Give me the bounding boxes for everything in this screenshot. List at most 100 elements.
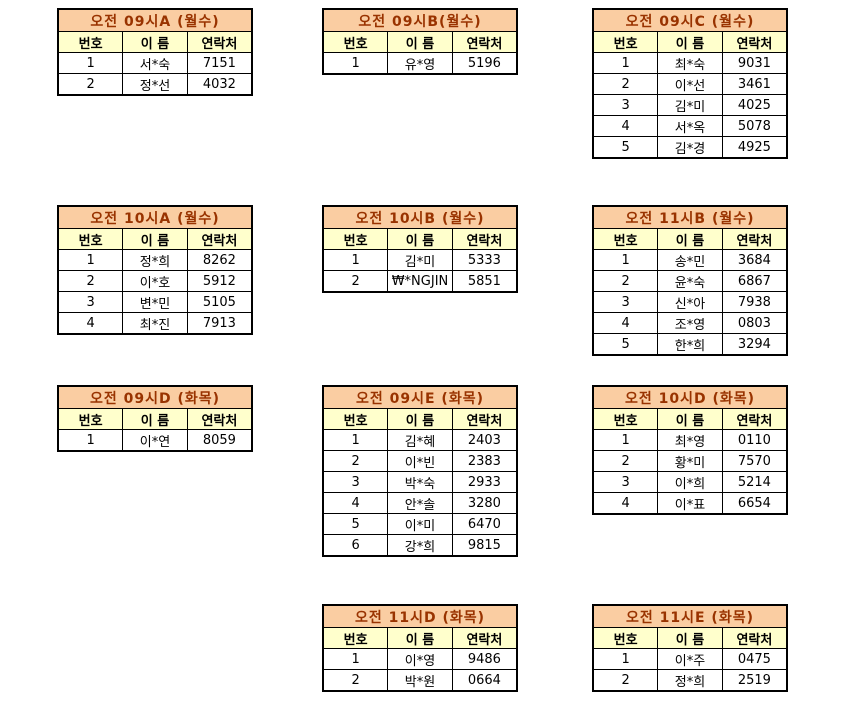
col-header-name: 이 름 [122, 31, 188, 53]
table-title: 오전 09시D (화목) [57, 385, 253, 409]
cell-contact: 2383 [451, 450, 518, 472]
col-header-number: 번호 [592, 31, 659, 53]
col-header-number: 번호 [57, 408, 124, 430]
col-header-name: 이 름 [657, 228, 723, 250]
col-header-number: 번호 [322, 408, 389, 430]
col-header-name: 이 름 [657, 408, 723, 430]
table-row: 5 한*희 3294 [592, 333, 788, 356]
cell-number: 1 [322, 429, 389, 451]
cell-name: 이*주 [657, 648, 723, 670]
col-header-number: 번호 [592, 408, 659, 430]
cell-number: 2 [592, 73, 659, 95]
class-schedule-table: 오전 09시D (화목) 번호 이 름 연락처 1 이*연 8059 [57, 385, 253, 452]
cell-contact: 7570 [721, 450, 788, 472]
table-title: 오전 09시E (화목) [322, 385, 518, 409]
table-title: 오전 11시D (화목) [322, 604, 518, 628]
class-schedule-table: 오전 09시A (월수) 번호 이 름 연락처 1 서*숙 7151 2 정*선 4032 [57, 8, 253, 96]
cell-contact: 5105 [186, 291, 253, 313]
table-row: 5 김*경 4925 [592, 136, 788, 159]
col-header-number: 번호 [322, 31, 389, 53]
cell-contact: 5851 [451, 270, 518, 293]
table-row: 4 이*표 6654 [592, 492, 788, 515]
class-table-container: 오전 09시D (화목) 번호 이 름 연락처 1 이*연 8059 [57, 385, 253, 452]
cell-name: 이*미 [387, 513, 453, 535]
table-row: 4 서*옥 5078 [592, 115, 788, 137]
cell-number: 1 [592, 648, 659, 670]
cell-name: 강*희 [387, 534, 453, 557]
cell-contact: 9486 [451, 648, 518, 670]
cell-number: 4 [322, 492, 389, 514]
class-table-container: 오전 11시D (화목) 번호 이 름 연락처 1 이*영 9486 2 박*원 0664 [322, 604, 518, 692]
cell-contact: 4925 [721, 136, 788, 159]
cell-name: 송*민 [657, 249, 723, 271]
table-row: 4 안*솔 3280 [322, 492, 518, 514]
cell-name: 정*선 [122, 73, 188, 96]
cell-number: 4 [592, 115, 659, 137]
class-table-container: 오전 09시A (월수) 번호 이 름 연락처 1 서*숙 7151 2 정*선 4032 [57, 8, 253, 96]
col-header-name: 이 름 [122, 228, 188, 250]
table-title: 오전 10시A (월수) [57, 205, 253, 229]
cell-name: 이*호 [122, 270, 188, 292]
cell-name: 이*빈 [387, 450, 453, 472]
cell-number: 2 [592, 669, 659, 692]
table-title: 오전 09시A (월수) [57, 8, 253, 32]
table-row: 3 김*미 4025 [592, 94, 788, 116]
cell-name: 황*미 [657, 450, 723, 472]
cell-name: 유*영 [387, 52, 453, 75]
cell-number: 3 [57, 291, 124, 313]
cell-number: 6 [322, 534, 389, 557]
class-schedule-table: 오전 10시D (화목) 번호 이 름 연락처 1 최*영 0110 2 황*미 7570 3 이*희… [592, 385, 788, 515]
cell-name: 정*희 [657, 669, 723, 692]
col-header-contact: 연락처 [186, 31, 253, 53]
cell-name: 정*희 [122, 249, 188, 271]
table-row: 4 조*영 0803 [592, 312, 788, 334]
table-row: 1 김*혜 2403 [322, 429, 518, 451]
cell-number: 2 [592, 450, 659, 472]
table-row: 2 이*빈 2383 [322, 450, 518, 472]
col-header-contact: 연락처 [186, 408, 253, 430]
class-table-container: 오전 11시E (화목) 번호 이 름 연락처 1 이*주 0475 2 정*희 2519 [592, 604, 788, 692]
class-table-container: 오전 10시A (월수) 번호 이 름 연락처 1 정*희 8262 2 이*호 5912 3 변*민… [57, 205, 253, 335]
col-header-contact: 연락처 [451, 627, 518, 649]
cell-number: 4 [592, 492, 659, 515]
table-row: 1 정*희 8262 [57, 249, 253, 271]
cell-contact: 8262 [186, 249, 253, 271]
cell-number: 1 [322, 648, 389, 670]
cell-contact: 6867 [721, 270, 788, 292]
table-row: 1 이*영 9486 [322, 648, 518, 670]
cell-contact: 5333 [451, 249, 518, 271]
cell-name: 최*숙 [657, 52, 723, 74]
cell-name: 서*옥 [657, 115, 723, 137]
col-header-name: 이 름 [387, 408, 453, 430]
table-row: 1 최*숙 9031 [592, 52, 788, 74]
col-header-number: 번호 [57, 31, 124, 53]
cell-contact: 4032 [186, 73, 253, 96]
class-table-container: 오전 09시B(월수) 번호 이 름 연락처 1 유*영 5196 [322, 8, 518, 75]
col-header-number: 번호 [592, 228, 659, 250]
col-header-contact: 연락처 [451, 408, 518, 430]
cell-contact: 4025 [721, 94, 788, 116]
col-header-contact: 연락처 [186, 228, 253, 250]
class-schedule-table: 오전 09시C (월수) 번호 이 름 연락처 1 최*숙 9031 2 이*선 3461 3 김*미… [592, 8, 788, 159]
col-header-name: 이 름 [387, 31, 453, 53]
cell-number: 2 [592, 270, 659, 292]
col-header-number: 번호 [322, 627, 389, 649]
table-row: 1 유*영 5196 [322, 52, 518, 75]
class-schedule-table: 오전 10시B (월수) 번호 이 름 연락처 1 김*미 5333 2 ₩*NGJIN 5851 [322, 205, 518, 293]
cell-name: ₩*NGJIN [387, 270, 453, 293]
cell-name: 조*영 [657, 312, 723, 334]
class-schedule-table: 오전 11시D (화목) 번호 이 름 연락처 1 이*영 9486 2 박*원 0664 [322, 604, 518, 692]
cell-number: 1 [57, 52, 124, 74]
cell-contact: 6470 [451, 513, 518, 535]
table-row: 5 이*미 6470 [322, 513, 518, 535]
table-title: 오전 11시B (월수) [592, 205, 788, 229]
cell-name: 윤*숙 [657, 270, 723, 292]
cell-contact: 7151 [186, 52, 253, 74]
class-schedule-table: 오전 10시A (월수) 번호 이 름 연락처 1 정*희 8262 2 이*호 5912 3 변*민… [57, 205, 253, 335]
cell-number: 2 [322, 450, 389, 472]
cell-contact: 5078 [721, 115, 788, 137]
table-row: 2 ₩*NGJIN 5851 [322, 270, 518, 293]
table-row: 2 정*선 4032 [57, 73, 253, 96]
cell-contact: 5214 [721, 471, 788, 493]
class-schedule-table: 오전 09시B(월수) 번호 이 름 연락처 1 유*영 5196 [322, 8, 518, 75]
